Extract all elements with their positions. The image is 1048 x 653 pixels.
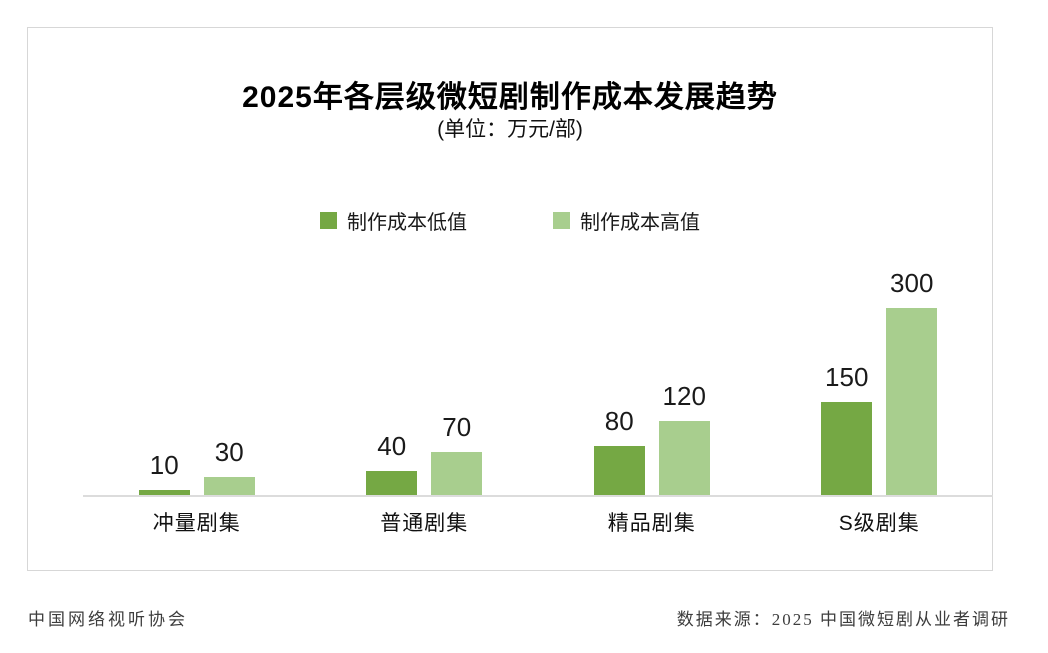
bar-column-high: 30	[203, 437, 255, 496]
bar-column-low: 80	[593, 406, 645, 496]
bar-value-label: 70	[442, 412, 472, 443]
bar-value-label: 150	[825, 362, 869, 393]
bar-low	[366, 471, 418, 496]
chart-subtitle: (单位：万元/部)	[437, 118, 583, 141]
x-axis-line	[83, 495, 993, 497]
bar-column-high: 120	[658, 381, 710, 496]
legend-label-high: 制作成本高值	[580, 212, 700, 234]
bar-group: 150 300	[766, 251, 994, 496]
x-axis-labels: 冲量剧集 普通剧集 精品剧集 S级剧集	[83, 507, 993, 537]
bar-group: 80 120	[538, 251, 766, 496]
bar-column-low: 10	[138, 450, 190, 496]
bar-value-label: 300	[890, 268, 934, 299]
plot-area: 10 30 40 70 80 120 150 300	[83, 251, 993, 496]
category-label: 冲量剧集	[152, 512, 241, 535]
source-organization: 中国网络视听协会	[28, 610, 188, 629]
legend-item-high: 制作成本高值	[553, 206, 700, 235]
bar-group: 10 30	[83, 251, 311, 496]
bar-low	[593, 446, 645, 496]
bar-value-label: 10	[149, 450, 179, 481]
bar-value-label: 80	[604, 406, 634, 437]
bar-column-low: 40	[366, 431, 418, 496]
legend-swatch-low-icon	[320, 212, 337, 229]
category-label: S级剧集	[838, 512, 920, 535]
bar-column-low: 150	[821, 362, 873, 496]
bar-low	[138, 490, 190, 496]
category-label: 普通剧集	[380, 512, 469, 535]
chart-title: 2025年各层级微短剧制作成本发展趋势	[242, 81, 778, 114]
bar-high	[658, 421, 710, 496]
chart-legend: 制作成本低值 制作成本高值	[28, 206, 992, 235]
bar-value-label: 120	[662, 381, 706, 412]
bar-column-high: 70	[431, 412, 483, 496]
bar-column-high: 300	[886, 268, 938, 496]
data-source-note: 数据来源：2025 中国微短剧从业者调研	[676, 610, 1010, 629]
bar-group: 40 70	[311, 251, 539, 496]
legend-item-low: 制作成本低值	[320, 206, 467, 235]
bar-low	[821, 402, 873, 496]
chart-panel: 2025年各层级微短剧制作成本发展趋势 (单位：万元/部) 制作成本低值 制作成…	[27, 27, 993, 571]
bar-value-label: 40	[377, 431, 407, 462]
bar-value-label: 30	[214, 437, 244, 468]
bar-high	[886, 308, 938, 496]
legend-swatch-high-icon	[553, 212, 570, 229]
category-label: 精品剧集	[607, 512, 696, 535]
bar-high	[431, 452, 483, 496]
bar-high	[203, 477, 255, 496]
legend-label-low: 制作成本低值	[347, 212, 467, 234]
